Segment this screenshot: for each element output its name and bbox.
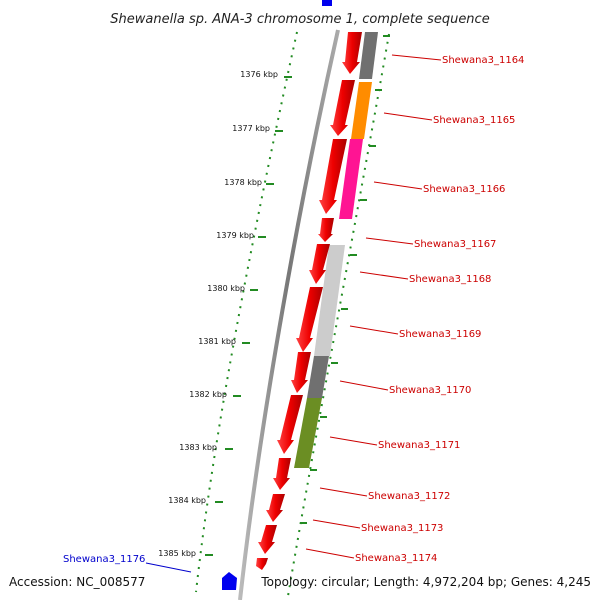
scale-tick-label: 1382 kbp (189, 390, 227, 399)
gene-label[interactable]: Shewana3_1170 (389, 385, 471, 396)
topology-summary: Topology: circular; Length: 4,972,204 bp… (260, 575, 591, 589)
scale-tick-label: 1385 kbp (158, 549, 196, 558)
gene-label[interactable]: Shewana3_1172 (368, 491, 450, 502)
gene-arrow (291, 352, 311, 393)
gene-arrow (318, 218, 334, 242)
scale-tick-label: 1383 kbp (179, 443, 217, 452)
gene-label[interactable]: Shewana3_1165 (433, 115, 515, 126)
gene-arrow (319, 139, 347, 214)
gene-label[interactable]: Shewana3_1174 (355, 553, 437, 564)
cog-bands (294, 32, 378, 468)
gene-arrow (342, 32, 362, 74)
accession-text: Accession: NC_008577 (9, 575, 145, 589)
backbone-line (238, 29, 340, 600)
cog-band-darkgray (307, 356, 329, 398)
gene-label[interactable]: Shewana3_1173 (361, 523, 443, 534)
cog-band-olive (294, 398, 322, 468)
cog-band-lightgray (314, 245, 345, 356)
outer-dotted-line (287, 33, 390, 597)
cog-band-pink (339, 139, 363, 219)
blue-marker-top (322, 0, 332, 6)
gene-label[interactable]: Shewana3_1164 (442, 55, 524, 66)
gene-arrow (256, 558, 268, 570)
gene-arrow (309, 244, 330, 284)
scale-tick-label: 1384 kbp (168, 496, 206, 505)
leader-lines (305, 54, 442, 559)
scale-tick-label: 1377 kbp (232, 124, 270, 133)
gene-arrow (273, 458, 291, 490)
cog-band-orange (351, 82, 372, 139)
gene-arrow (330, 80, 355, 136)
scale-tick-label: 1378 kbp (224, 178, 262, 187)
gene-arrow (258, 525, 277, 554)
map-title: Shewanella sp. ANA-3 chromosome 1, compl… (110, 12, 489, 27)
gene-label[interactable]: Shewana3_1167 (414, 239, 496, 250)
gene-label[interactable]: Shewana3_1171 (378, 440, 460, 451)
gene-label[interactable]: Shewana3_1169 (399, 329, 481, 340)
gene-arrows (256, 32, 362, 570)
gene-arrow-blue (222, 572, 237, 590)
outer-dashes (300, 35, 390, 524)
leader-line-blue (145, 562, 192, 573)
gene-arrow (266, 494, 285, 522)
gene-labels: Shewana3_1164 Shewana3_1165 Shewana3_116… (63, 55, 524, 565)
scale-tick-label: 1379 kbp (216, 231, 254, 240)
scale-ticks: 1376 kbp 1377 kbp 1378 kbp 1379 kbp 1380… (158, 70, 292, 558)
scale-tick-label: 1381 kbp (198, 337, 236, 346)
gene-arrow (277, 395, 303, 454)
scale-tick-label: 1376 kbp (240, 70, 278, 79)
cog-band-gray (359, 32, 378, 79)
gene-label[interactable]: Shewana3_1168 (409, 274, 491, 285)
gene-label-blue[interactable]: Shewana3_1176 (63, 554, 145, 565)
scale-tick-label: 1380 kbp (207, 284, 245, 293)
gene-label[interactable]: Shewana3_1166 (423, 184, 505, 195)
gene-arrow (296, 287, 323, 352)
